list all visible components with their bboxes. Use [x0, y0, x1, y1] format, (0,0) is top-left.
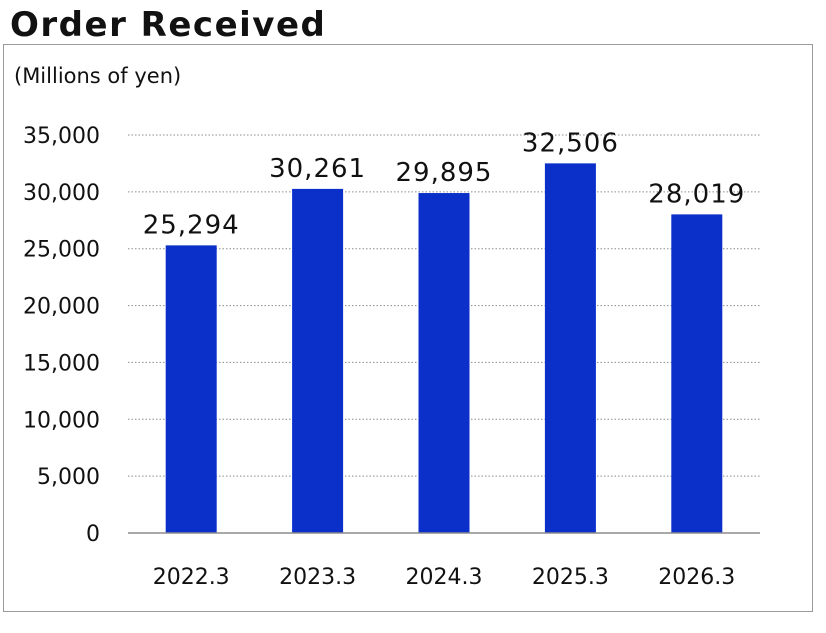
unit-label: (Millions of yen) — [14, 64, 182, 88]
bar — [671, 214, 723, 533]
x-tick-label: 2022.3 — [153, 565, 230, 590]
bar — [418, 193, 470, 533]
data-label: 30,261 — [269, 154, 366, 184]
y-tick-labels: 0 5,000 10,000 15,000 20,000 25,000 30,000 35,0… — [23, 124, 100, 547]
y-tick-label: 0 — [86, 522, 100, 547]
y-tick-label: 15,000 — [23, 351, 100, 376]
data-label: 28,019 — [648, 179, 745, 209]
bar — [165, 245, 217, 533]
x-tick-label: 2024.3 — [406, 565, 483, 590]
x-tick-label: 2026.3 — [658, 565, 735, 590]
chart-title: Order Received — [10, 5, 327, 45]
bar — [292, 188, 344, 533]
data-label: 32,506 — [522, 128, 619, 158]
y-tick-label: 10,000 — [23, 408, 100, 433]
data-label: 25,294 — [143, 210, 240, 240]
bar — [544, 163, 596, 533]
y-tick-label: 35,000 — [23, 124, 100, 149]
x-tick-label: 2025.3 — [532, 565, 609, 590]
x-tick-labels: 2022.3 2023.3 2024.3 2025.3 2026.3 — [153, 565, 736, 590]
x-tick-label: 2023.3 — [279, 565, 356, 590]
y-tick-label: 25,000 — [23, 238, 100, 263]
bars — [165, 163, 723, 533]
y-tick-label: 20,000 — [23, 295, 100, 320]
chart-frame — [3, 44, 813, 612]
data-labels: 25,294 30,261 29,895 32,506 28,019 — [143, 128, 745, 240]
y-tick-label: 5,000 — [37, 465, 100, 490]
y-tick-label: 30,000 — [23, 181, 100, 206]
data-label: 29,895 — [396, 158, 493, 188]
